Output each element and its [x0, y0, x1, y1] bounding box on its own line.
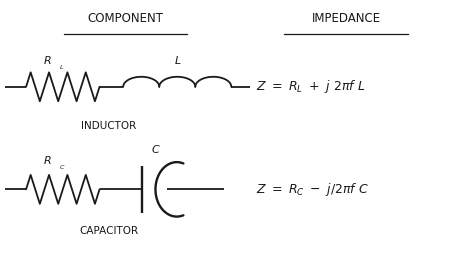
Text: $Z\ =\ R_C\ -\ j/2\pi f\ C$: $Z\ =\ R_C\ -\ j/2\pi f\ C$	[256, 181, 369, 198]
Text: IMPEDANCE: IMPEDANCE	[311, 12, 381, 25]
Text: $_L$: $_L$	[59, 63, 64, 72]
Text: $R$: $R$	[43, 54, 52, 66]
Text: $R$: $R$	[43, 154, 52, 166]
Text: $_C$: $_C$	[59, 163, 66, 172]
Text: CAPACITOR: CAPACITOR	[80, 226, 138, 236]
Text: INDUCTOR: INDUCTOR	[82, 121, 137, 131]
Text: $C$: $C$	[151, 143, 161, 155]
Text: $Z\ =\ R_L\ +\ j\ 2\pi f\ L$: $Z\ =\ R_L\ +\ j\ 2\pi f\ L$	[256, 78, 365, 95]
Text: COMPONENT: COMPONENT	[88, 12, 164, 25]
Text: $L$: $L$	[173, 54, 181, 66]
